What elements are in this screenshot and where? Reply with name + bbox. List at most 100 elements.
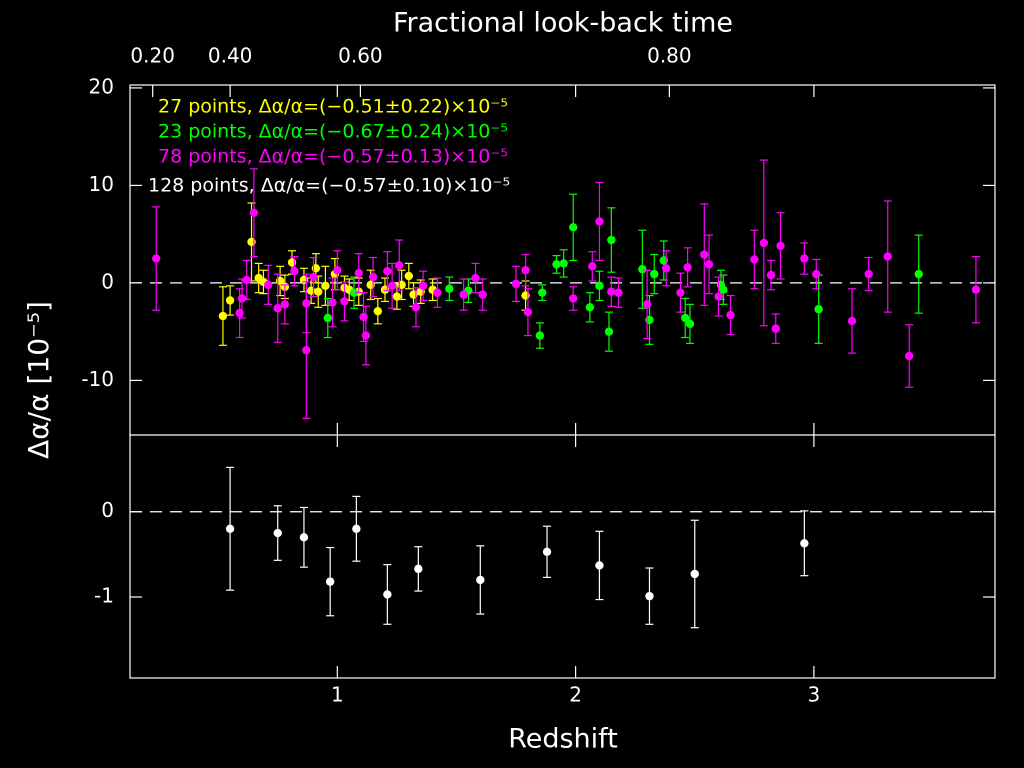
- data-point: [704, 260, 714, 269]
- top-tick-label: 0.80: [647, 44, 692, 68]
- data-point: [237, 294, 247, 303]
- data-point: [395, 261, 404, 270]
- data-point: [800, 254, 809, 263]
- data-point: [595, 561, 604, 570]
- data-point: [511, 279, 521, 289]
- data-point: [681, 313, 690, 323]
- data-point: [411, 303, 421, 312]
- data-point: [700, 250, 709, 259]
- data-point: [383, 267, 392, 276]
- data-point: [333, 266, 342, 275]
- data-point: [726, 310, 735, 320]
- top-tick-label: 0.20: [130, 44, 175, 68]
- top-tick-label: 0.40: [208, 44, 253, 68]
- data-point: [588, 262, 597, 271]
- data-point: [585, 303, 595, 312]
- data-point: [299, 533, 309, 542]
- data-point: [361, 331, 371, 340]
- data-point: [607, 235, 616, 245]
- data-point: [349, 288, 359, 297]
- data-point: [595, 281, 604, 291]
- data-point: [812, 269, 821, 279]
- data-point: [638, 265, 647, 274]
- data-point: [714, 292, 723, 301]
- data-point: [535, 331, 545, 340]
- data-point: [521, 266, 530, 275]
- data-point: [814, 305, 823, 314]
- legend-entry: 78 points, Δα/α=(−0.57±0.13)×10⁻⁵: [158, 146, 508, 168]
- x-axis-label: Redshift: [508, 724, 618, 755]
- data-point: [290, 267, 299, 276]
- data-point: [604, 327, 614, 336]
- data-point: [569, 294, 578, 303]
- data-point: [354, 268, 363, 278]
- data-point: [478, 290, 487, 299]
- data-point: [368, 272, 378, 282]
- legend-entry: 27 points, Δα/α=(−0.51±0.22)×10⁻⁵: [158, 96, 508, 118]
- y-axis-label: Δα/α [10⁻⁵]: [22, 301, 55, 459]
- data-point: [302, 345, 311, 355]
- data-point: [323, 313, 332, 323]
- data-point: [433, 288, 442, 297]
- data-point: [914, 269, 923, 279]
- data-point: [683, 263, 692, 272]
- data-point: [538, 288, 547, 297]
- data-point: [750, 255, 759, 264]
- data-point: [309, 272, 318, 282]
- data-point: [661, 264, 671, 273]
- data-point: [905, 351, 914, 361]
- data-point: [225, 296, 235, 305]
- data-point: [595, 217, 604, 226]
- top-axis-title: Fractional look-back time: [393, 8, 733, 39]
- x-tick-label: 3: [808, 683, 821, 707]
- data-point: [776, 241, 785, 251]
- data-point: [387, 281, 397, 291]
- data-point: [414, 564, 423, 574]
- data-point: [523, 307, 533, 317]
- data-point: [340, 297, 349, 306]
- data-point: [883, 252, 892, 261]
- data-point: [264, 280, 273, 290]
- data-point: [445, 284, 454, 293]
- data-point: [352, 524, 361, 533]
- data-point: [650, 269, 659, 279]
- y-tick-label: 20: [89, 74, 114, 98]
- data-point: [676, 288, 685, 297]
- data-point: [971, 285, 981, 294]
- data-point: [225, 524, 235, 533]
- plot-frame: [129, 84, 996, 679]
- data-point: [242, 275, 251, 285]
- y-tick-label: 10: [89, 172, 114, 196]
- x-tick-label: 2: [569, 683, 582, 707]
- data-point: [847, 316, 857, 326]
- data-point: [552, 260, 561, 269]
- legend-entry: 128 points, Δα/α=(−0.57±0.10)×10⁻⁵: [148, 175, 510, 197]
- data-point: [459, 290, 468, 299]
- data-point: [766, 270, 776, 280]
- data-point: [645, 591, 654, 601]
- data-point: [273, 304, 282, 313]
- y-tick-label: 0: [101, 498, 114, 522]
- data-point: [273, 528, 282, 538]
- data-point: [559, 259, 568, 268]
- data-point: [642, 300, 652, 309]
- legend-entry: 23 points, Δα/α=(−0.67±0.24)×10⁻⁵: [158, 121, 508, 143]
- data-point: [373, 306, 383, 316]
- data-point: [249, 208, 259, 217]
- data-point: [314, 287, 323, 296]
- data-point: [471, 273, 480, 283]
- data-point: [152, 254, 161, 263]
- data-point: [771, 324, 780, 333]
- data-point: [404, 271, 414, 281]
- data-point: [476, 575, 485, 585]
- data-point: [690, 569, 699, 579]
- data-point: [542, 547, 552, 557]
- data-point: [614, 288, 623, 297]
- y-tick-label: -1: [94, 584, 114, 608]
- data-point: [759, 238, 769, 248]
- data-point: [685, 319, 695, 329]
- data-point: [800, 539, 809, 548]
- data-point: [569, 223, 578, 232]
